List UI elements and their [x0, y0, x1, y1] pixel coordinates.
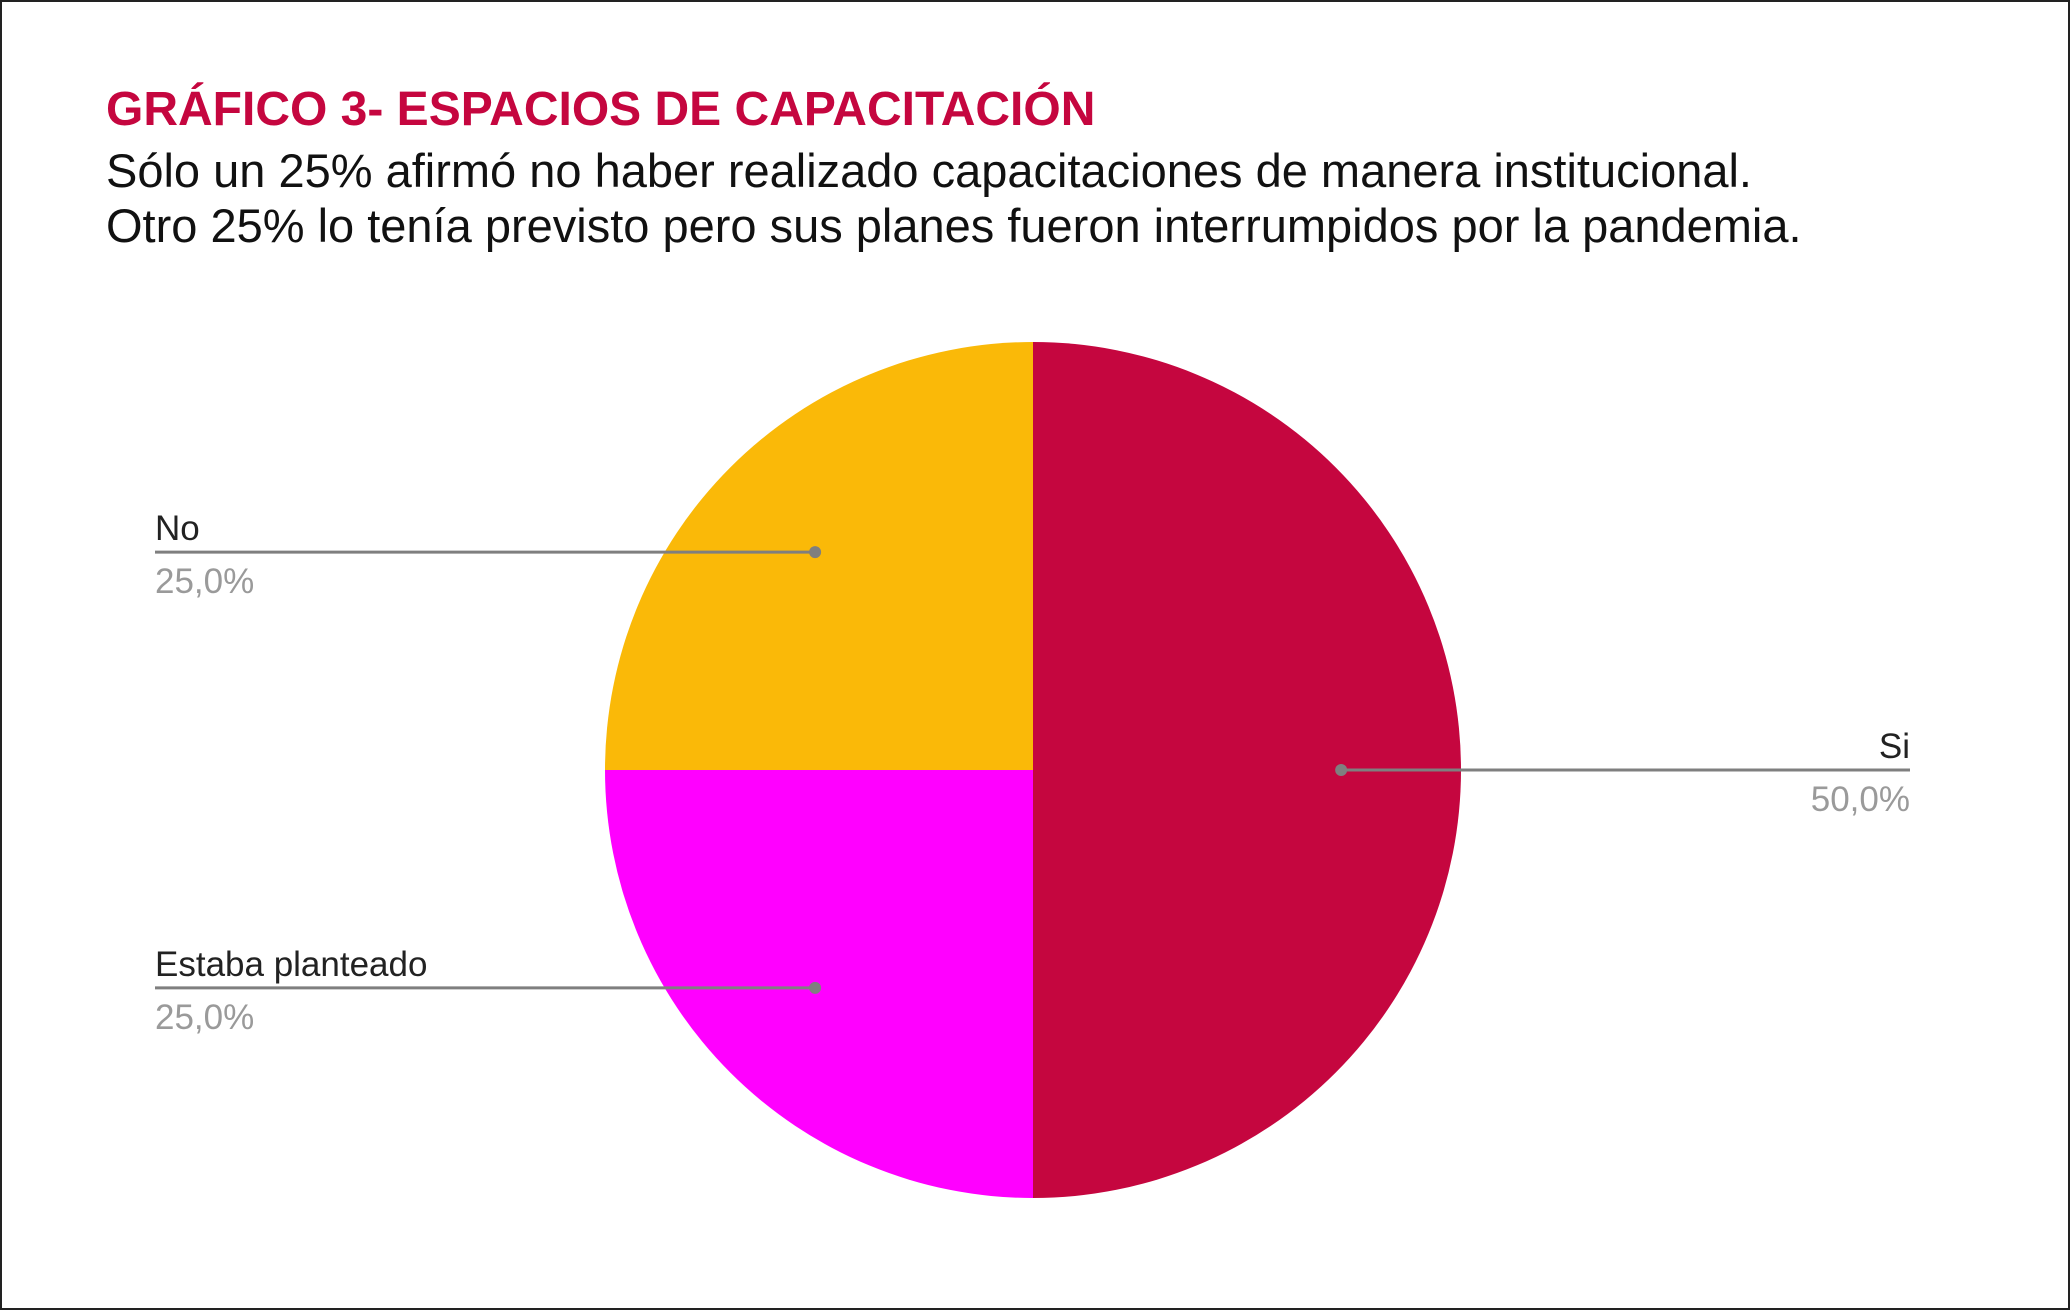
leader-dot-estaba-planteado: [809, 981, 822, 994]
chart-title: GRÁFICO 3- ESPACIOS DE CAPACITACIÓN: [106, 83, 1096, 136]
pie-labels: Si 50,0% Estaba planteado 25,0% No 25,0%: [155, 509, 1910, 1037]
leader-dot-no: [809, 546, 822, 559]
chart-subtitle-line-2: Otro 25% lo tenía previsto pero sus plan…: [106, 199, 1802, 252]
slice-value-si: 50,0%: [1811, 780, 1910, 819]
slice-label-si: Si: [1879, 727, 1910, 766]
slice-value-no: 25,0%: [155, 562, 254, 601]
leader-dot-si: [1335, 764, 1348, 776]
slice-value-estaba-planteado: 25,0%: [155, 998, 254, 1037]
pie-slice-si: [1033, 342, 1461, 1198]
chart-subtitle-line-1: Sólo un 25% afirmó no haber realizado ca…: [106, 144, 1752, 197]
slice-label-estaba-planteado: Estaba planteado: [155, 945, 427, 984]
slice-label-no: No: [155, 509, 200, 548]
pie-slices: [605, 342, 1461, 1198]
